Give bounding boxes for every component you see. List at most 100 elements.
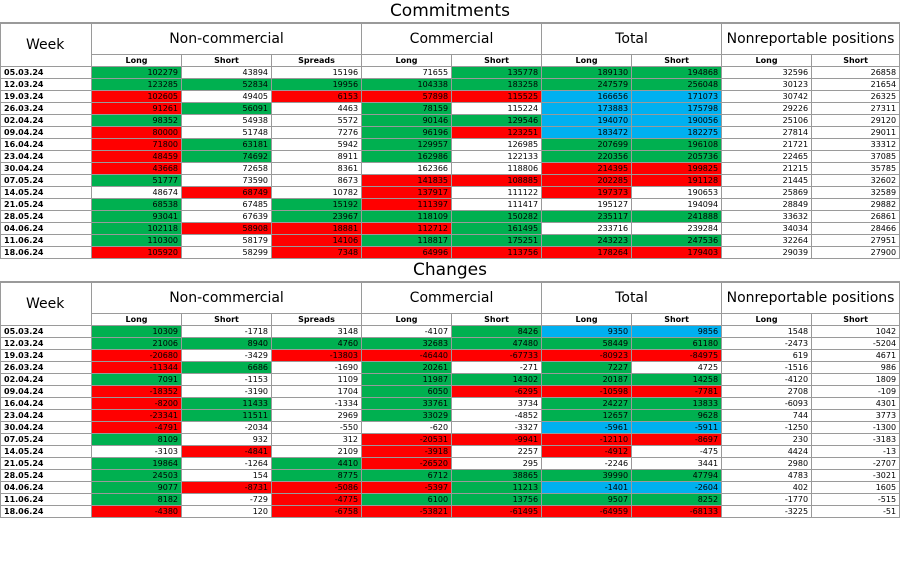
value-cell: 6686 (181, 361, 272, 374)
value-cell: -5397 (361, 481, 453, 494)
value-cell: 20261 (361, 361, 453, 374)
table-row: 11.06.24 110300 58179 14106 118817 175251 2432… (0, 234, 900, 247)
value-cell: -3183 (811, 433, 900, 446)
table-row: 12.03.24 123285 52834 19956 104338 183258 2475… (0, 78, 900, 91)
value-cell: -109 (811, 385, 900, 398)
value-cell: 135778 (451, 66, 543, 79)
value-cell: -13803 (270, 349, 363, 362)
value-cell: 12657 (541, 409, 633, 422)
value-cell: 115224 (451, 102, 543, 115)
value-cell: 183258 (451, 78, 543, 91)
value-cell: 190056 (631, 114, 723, 127)
value-cell: -11344 (91, 361, 182, 374)
value-cell: 24503 (91, 469, 182, 482)
value-cell: 29120 (811, 114, 900, 127)
value-cell: 13756 (451, 493, 543, 506)
value-cell: 178264 (541, 246, 633, 259)
value-cell: 67639 (181, 210, 272, 223)
value-cell: 26861 (811, 210, 900, 223)
value-cell: 7091 (91, 373, 182, 386)
value-cell: 166656 (541, 90, 633, 103)
week-date-cell: 11.06.24 (0, 234, 92, 247)
table-row: 26.03.24 -11344 6686 -1690 20261 -271 7227 4725… (0, 361, 900, 374)
value-cell: 220356 (541, 150, 633, 163)
value-cell: 21006 (91, 337, 182, 350)
value-cell: 194868 (631, 66, 723, 79)
value-cell: 986 (811, 361, 900, 374)
table-row: 04.06.24 102118 58908 18881 112712 161495 2337… (0, 222, 900, 235)
value-cell: 4760 (270, 337, 363, 350)
value-cell: 1809 (811, 373, 900, 386)
changes-body: 05.03.24 10309 -1718 3148 -4107 8426 9350 9856 1… (0, 325, 900, 518)
value-cell: 33632 (721, 210, 813, 223)
value-cell: 48459 (91, 150, 182, 163)
value-cell: 29039 (721, 246, 813, 259)
value-cell: 38865 (451, 469, 543, 482)
week-date-cell: 26.03.24 (0, 102, 92, 115)
value-cell: 25869 (721, 186, 813, 199)
value-cell: 102118 (91, 222, 182, 235)
commitments-body: 05.03.24 102279 43894 15196 71655 135778 18913… (0, 66, 900, 259)
value-cell: -84975 (631, 349, 723, 362)
week-date-cell: 09.04.24 (0, 385, 92, 398)
value-cell: -51 (811, 505, 900, 518)
value-cell: 4301 (811, 397, 900, 410)
value-cell: -515 (811, 493, 900, 506)
value-cell: 102605 (91, 90, 182, 103)
value-cell: 118109 (361, 210, 453, 223)
value-cell: 179403 (631, 246, 723, 259)
value-cell: 2708 (721, 385, 813, 398)
value-cell: 9856 (631, 325, 723, 338)
value-cell: 8673 (270, 174, 363, 187)
value-cell: -13 (811, 445, 900, 458)
value-cell: -8200 (91, 397, 182, 410)
week-date-cell: 02.04.24 (0, 373, 92, 386)
value-cell: 126985 (451, 138, 543, 151)
value-cell: -67733 (451, 349, 543, 362)
week-date-cell: 21.05.24 (0, 457, 92, 470)
table-row: 14.05.24 -3103 -4841 2109 -3918 2257 -4912 -475… (0, 445, 900, 458)
value-cell: 102279 (91, 66, 182, 79)
value-cell: 239284 (631, 222, 723, 235)
value-cell: 161495 (451, 222, 543, 235)
group-header-noncommercial: Non-commercial (90, 23, 363, 55)
table-row: 23.04.24 -23341 11511 2969 33029 -4852 12657 96… (0, 409, 900, 422)
value-cell: 189130 (541, 66, 633, 79)
value-cell: -1334 (270, 397, 363, 410)
value-cell: 171073 (631, 90, 723, 103)
value-cell: -4852 (451, 409, 543, 422)
value-cell: -3225 (721, 505, 813, 518)
commitments-table: Week Non-commercial Commercial Total Non… (0, 23, 900, 259)
value-cell: 8361 (270, 162, 363, 175)
value-cell: 199825 (631, 162, 723, 175)
value-cell: 1704 (270, 385, 363, 398)
value-cell: 154 (181, 469, 272, 482)
value-cell: 73590 (181, 174, 272, 187)
value-cell: 51748 (181, 126, 272, 139)
value-cell: 3773 (811, 409, 900, 422)
value-cell: 8775 (270, 469, 363, 482)
value-cell: -1401 (541, 481, 633, 494)
value-cell: 91261 (91, 102, 182, 115)
value-cell: 67485 (181, 198, 272, 211)
value-cell: 123285 (91, 78, 182, 91)
value-cell: 30742 (721, 90, 813, 103)
value-cell: 61180 (631, 337, 723, 350)
group-header-commercial: Commercial (361, 23, 543, 55)
value-cell: -8731 (181, 481, 272, 494)
value-cell: 129546 (451, 114, 543, 127)
value-cell: 56091 (181, 102, 272, 115)
value-cell: -20680 (91, 349, 182, 362)
table-row: 16.04.24 -8200 11433 -1334 33761 3734 24227 138… (0, 397, 900, 410)
commitments-title: Commitments (0, 0, 900, 23)
value-cell: 205736 (631, 150, 723, 163)
value-cell: -46440 (361, 349, 453, 362)
table-row: 26.03.24 91261 56091 4463 78159 115224 173883 1… (0, 102, 900, 115)
value-cell: 5942 (270, 138, 363, 151)
value-cell: 137917 (361, 186, 453, 199)
group-header-commercial: Commercial (361, 282, 543, 314)
value-cell: 28466 (811, 222, 900, 235)
changes-title: Changes (0, 259, 900, 282)
value-cell: 118806 (451, 162, 543, 175)
value-cell: 197373 (541, 186, 633, 199)
